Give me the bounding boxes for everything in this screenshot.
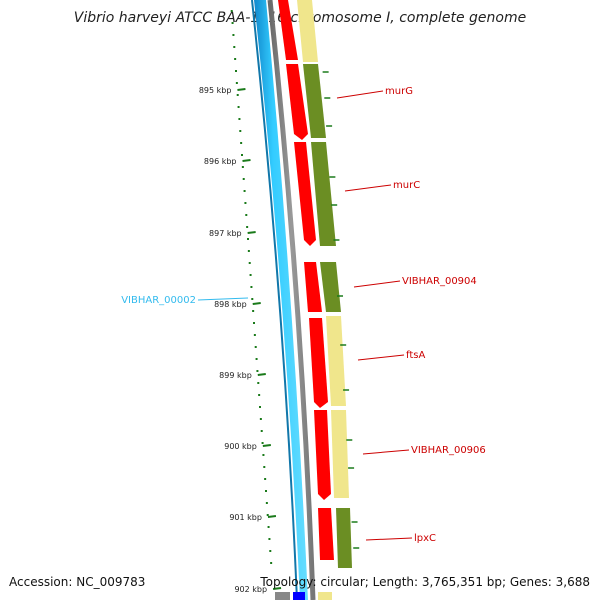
gene-label-line bbox=[336, 90, 384, 99]
gene-label[interactable]: VIBHAR_00904 bbox=[402, 276, 477, 287]
gene-label[interactable]: lpxC bbox=[414, 533, 436, 544]
scale-ticks: 895 kbp 896 kbp 897 kbp 898 kbp 899 kbp 900 k… bbox=[199, 71, 360, 594]
tick-label: 898 kbp bbox=[214, 300, 247, 309]
bottom-blue-feature bbox=[293, 592, 305, 600]
gene-label-line bbox=[362, 449, 410, 455]
tick-label: 902 kbp bbox=[234, 585, 267, 594]
tick-label: 896 kbp bbox=[204, 157, 237, 166]
tick-label: 895 kbp bbox=[199, 86, 232, 95]
gene-label-line bbox=[357, 354, 405, 361]
gene-label-line bbox=[197, 297, 249, 301]
bottom-gray-feature bbox=[275, 592, 290, 600]
tick-label: 897 kbp bbox=[209, 229, 242, 238]
tick-label: 901 kbp bbox=[229, 513, 262, 522]
tick-mark bbox=[257, 373, 266, 376]
tick-mark bbox=[262, 444, 271, 447]
reverse-strand-track bbox=[254, 0, 308, 600]
tick-mark bbox=[242, 159, 251, 162]
cds-track bbox=[278, 0, 334, 560]
tick-label: 900 kbp bbox=[224, 442, 257, 451]
tick-mark bbox=[252, 302, 261, 305]
tick-mark bbox=[247, 231, 256, 234]
genome-summary-text: Topology: circular; Length: 3,765,351 bp… bbox=[260, 575, 590, 589]
tick-mark bbox=[272, 587, 282, 590]
gene-labels: murG murC VIBHAR_00904 ftsA VIBHAR_00906 lpxC… bbox=[121, 86, 486, 544]
gene-label[interactable]: VIBHAR_00906 bbox=[411, 445, 486, 456]
backbone-track bbox=[267, 0, 316, 600]
bottom-khaki-feature bbox=[318, 592, 332, 600]
gene-label[interactable]: murG bbox=[385, 86, 413, 97]
gc-content-dots bbox=[230, 10, 273, 564]
gene-label-line bbox=[353, 280, 401, 288]
gene-label[interactable]: murC bbox=[393, 180, 420, 191]
feature-track bbox=[297, 0, 352, 568]
gene-label-line bbox=[344, 184, 392, 192]
gene-label[interactable]: ftsA bbox=[406, 350, 425, 361]
gene-label-line bbox=[365, 537, 413, 541]
gene-label[interactable]: VIBHAR_00002 bbox=[121, 295, 196, 306]
accession-text: Accession: NC_009783 bbox=[9, 575, 146, 589]
tick-mark bbox=[267, 515, 277, 518]
tick-mark bbox=[237, 88, 246, 91]
tick-label: 899 kbp bbox=[219, 371, 252, 380]
reverse-strand-track-edge bbox=[251, 0, 298, 600]
